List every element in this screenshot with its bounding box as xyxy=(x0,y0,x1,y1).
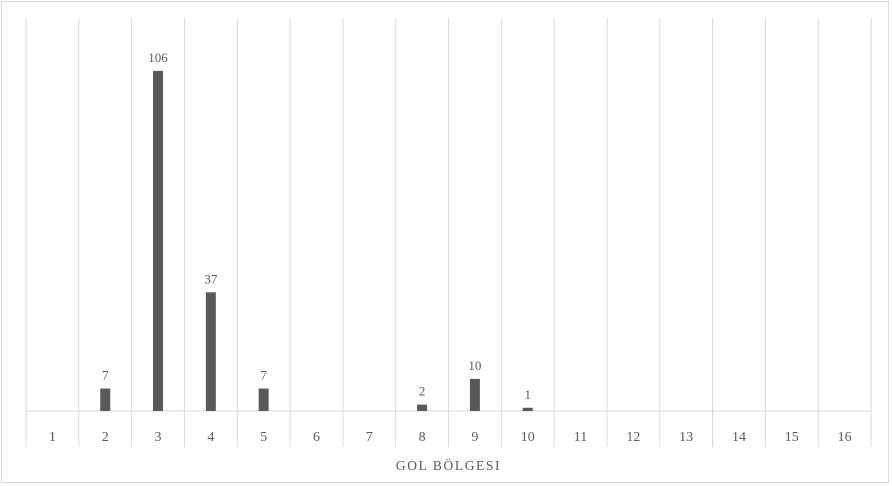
x-tick-labels: 1 2 3 4 5 6 7 8 9 10 11 12 13 14 15 16 xyxy=(49,430,852,445)
x-tick-label: 16 xyxy=(838,430,852,445)
x-tick-label: 3 xyxy=(155,430,162,445)
data-label-3: 106 xyxy=(148,50,168,65)
x-tick-label: 5 xyxy=(260,430,267,445)
bar-3 xyxy=(153,70,164,412)
x-tick-label: 8 xyxy=(419,430,426,445)
x-tick-label: 1 xyxy=(49,430,56,445)
bar-4 xyxy=(205,292,216,411)
x-tick-label: 7 xyxy=(366,430,373,445)
x-tick-label: 15 xyxy=(785,430,799,445)
x-tick-label: 10 xyxy=(521,430,535,445)
data-label-9: 10 xyxy=(468,358,481,373)
x-tick-label: 2 xyxy=(102,430,109,445)
bar-10 xyxy=(522,407,533,411)
gridlines xyxy=(25,18,872,447)
data-label-8: 2 xyxy=(419,384,426,399)
data-label-2: 7 xyxy=(102,368,109,383)
x-tick-label: 12 xyxy=(626,430,640,445)
data-label-5: 7 xyxy=(260,368,267,383)
bar-9 xyxy=(469,378,480,411)
data-label-4: 37 xyxy=(204,271,218,286)
bars xyxy=(100,70,533,412)
bar-8 xyxy=(417,404,428,411)
x-tick-label: 14 xyxy=(732,430,746,445)
bar-2 xyxy=(100,388,111,411)
data-label-10: 1 xyxy=(524,387,531,402)
data-labels: 7 106 37 7 2 10 1 xyxy=(102,50,531,402)
bar-5 xyxy=(258,388,269,411)
x-tick-label: 11 xyxy=(574,430,587,445)
x-tick-label: 6 xyxy=(313,430,320,445)
x-axis-title: GOL BÖLGESI xyxy=(396,458,501,473)
x-tick-label: 13 xyxy=(679,430,693,445)
x-tick-label: 9 xyxy=(471,430,478,445)
x-tick-label: 4 xyxy=(207,430,214,445)
